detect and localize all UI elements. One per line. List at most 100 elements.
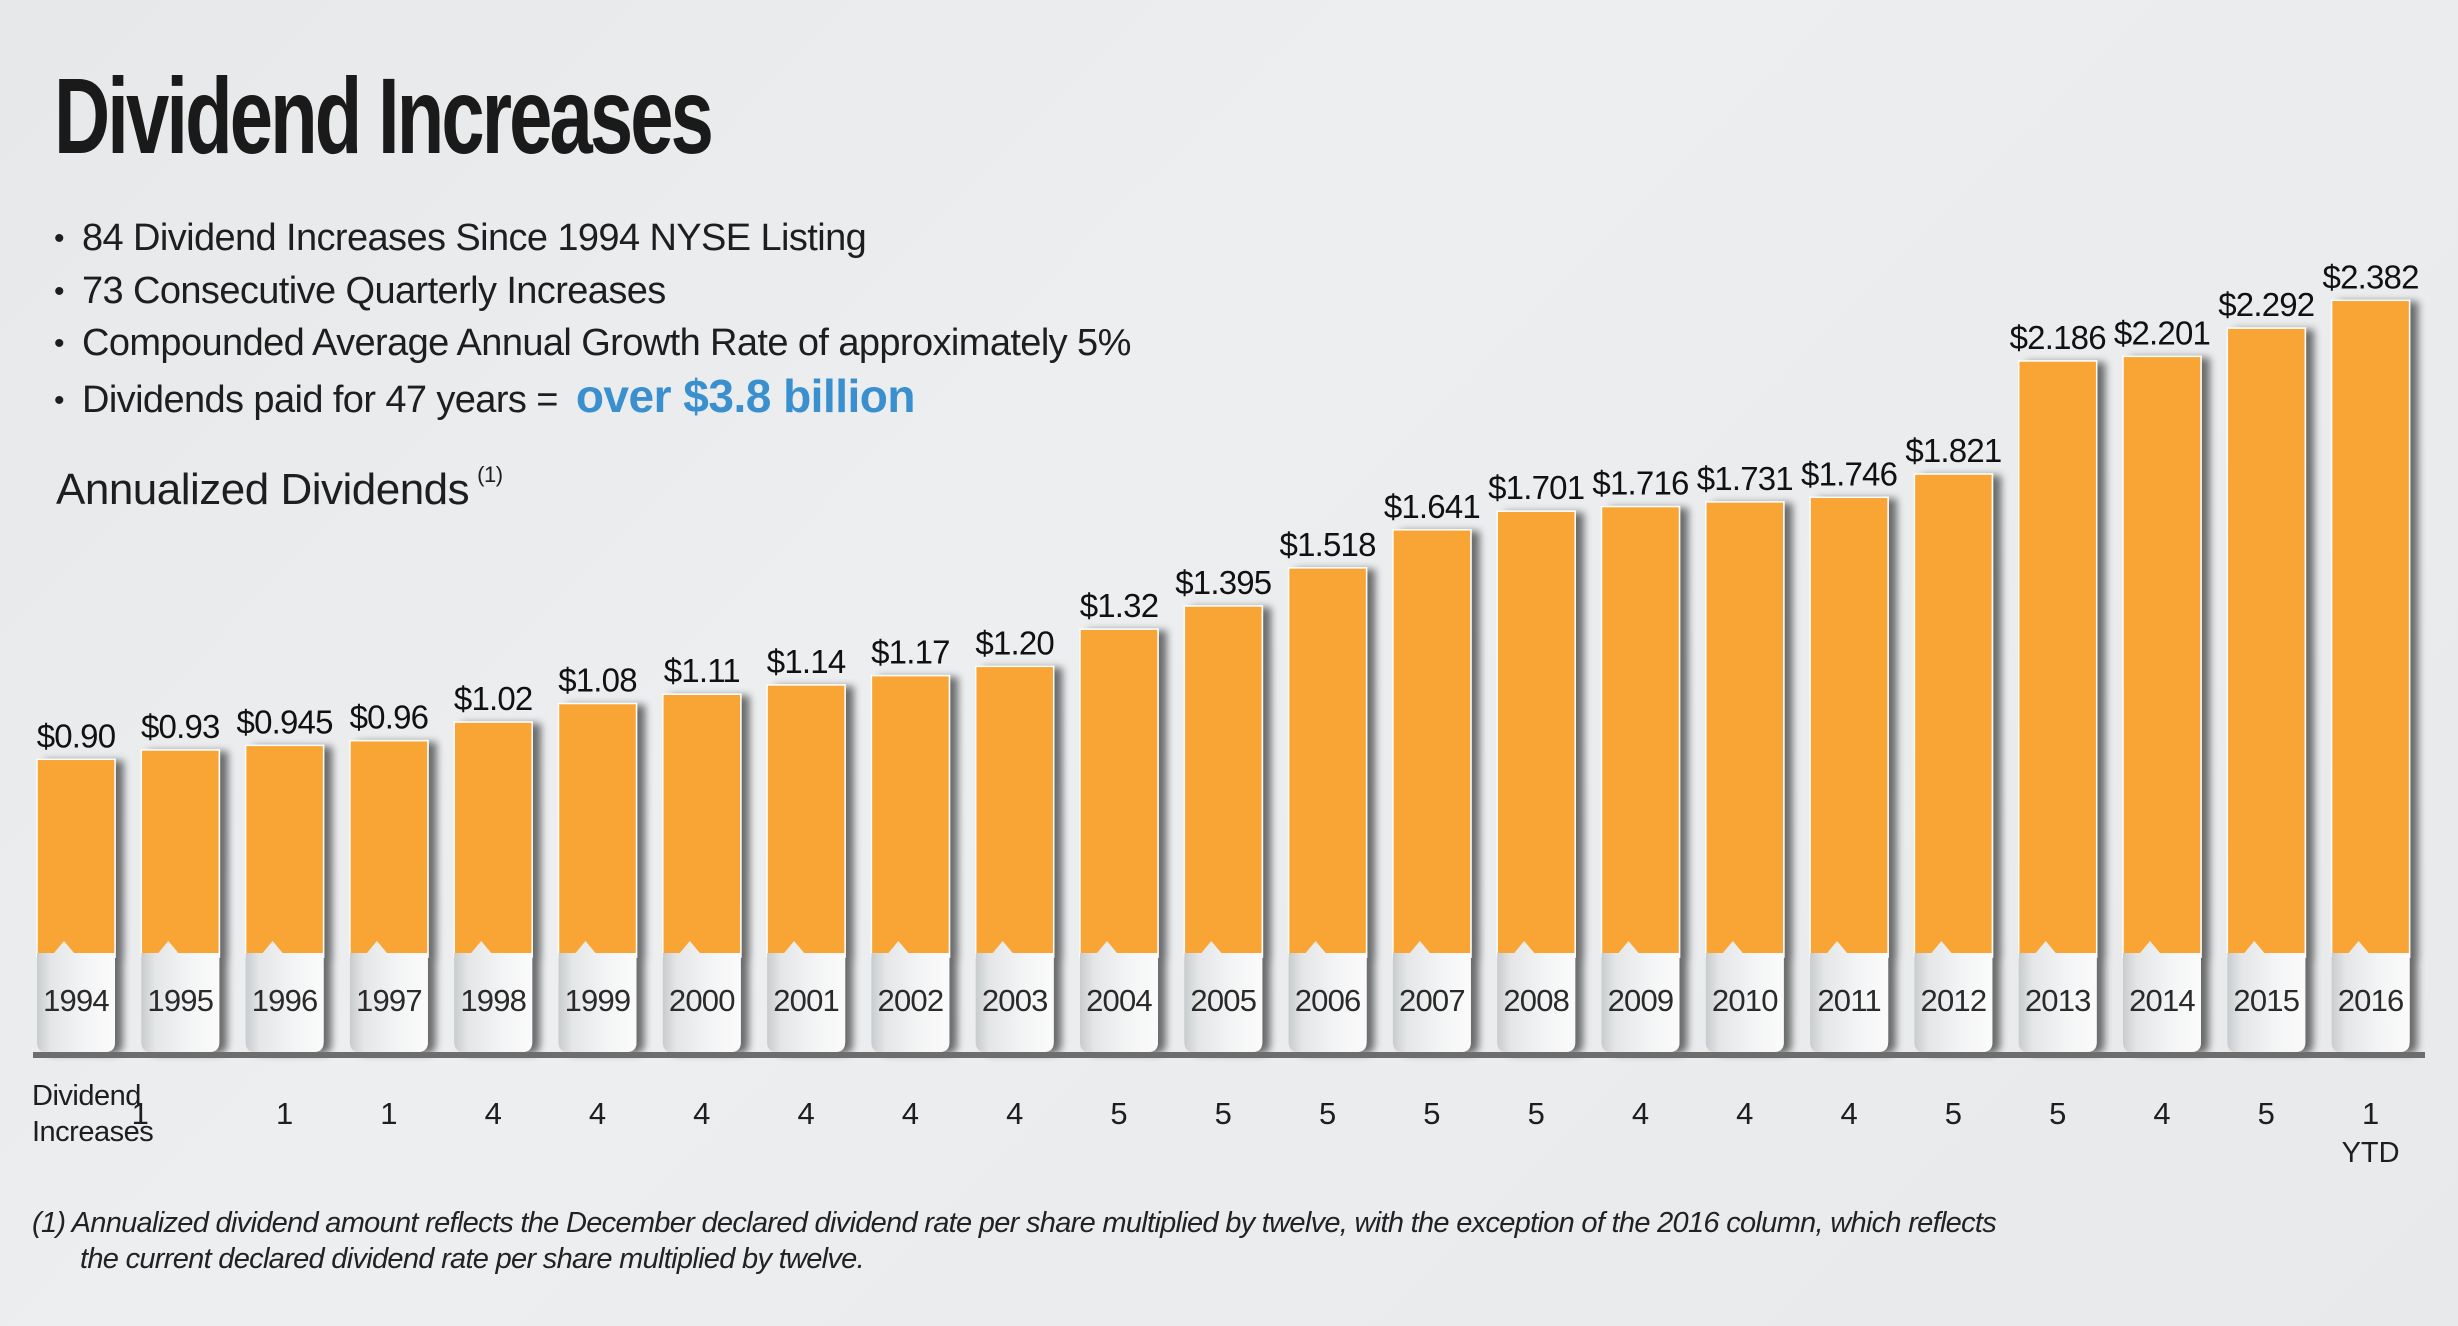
value-label: $2.186 bbox=[2010, 319, 2106, 356]
value-label: $1.11 bbox=[664, 652, 740, 689]
value-label: $1.641 bbox=[1384, 488, 1480, 525]
year-tab bbox=[245, 941, 324, 1052]
year-label: 2015 bbox=[2233, 983, 2299, 1018]
year-label: 2001 bbox=[773, 983, 839, 1018]
year-tab bbox=[141, 941, 220, 1052]
bar bbox=[244, 744, 325, 958]
bullet-icon: • bbox=[54, 327, 65, 360]
value-label: $1.716 bbox=[1592, 465, 1688, 502]
increase-count: 5 bbox=[1423, 1096, 1440, 1131]
ytd-note: YTD bbox=[2342, 1137, 2400, 1169]
bar-1994 bbox=[36, 758, 116, 1052]
year-tab bbox=[2227, 941, 2306, 1052]
bar bbox=[2017, 360, 2098, 958]
increase-count: 1 bbox=[276, 1096, 293, 1131]
bars-group bbox=[36, 299, 2411, 1052]
bar bbox=[2226, 327, 2307, 958]
year-tab bbox=[662, 941, 741, 1052]
year-label: 1998 bbox=[460, 983, 526, 1018]
increase-count: 5 bbox=[1945, 1096, 1962, 1131]
bar-2010 bbox=[1705, 501, 1785, 1052]
year-label: 2011 bbox=[1817, 983, 1880, 1018]
year-label: 2005 bbox=[1190, 983, 1256, 1018]
value-label: $0.945 bbox=[237, 703, 333, 740]
year-label: 2010 bbox=[1712, 983, 1778, 1018]
bar bbox=[1287, 567, 1368, 958]
value-label: $0.90 bbox=[37, 717, 116, 754]
value-label: $0.93 bbox=[141, 708, 220, 745]
bullet-text: Dividends paid for 47 years = bbox=[82, 378, 558, 421]
increase-count: 4 bbox=[485, 1096, 502, 1131]
year-label: 1996 bbox=[252, 983, 318, 1018]
value-label: $1.701 bbox=[1488, 469, 1584, 506]
bullet-text: Compounded Average Annual Growth Rate of… bbox=[82, 322, 1131, 364]
bar-2003 bbox=[974, 665, 1055, 1052]
footnote: (1) Annualized dividend amount reflects … bbox=[32, 1205, 1997, 1277]
year-tab bbox=[37, 941, 115, 1052]
value-label: $1.395 bbox=[1175, 564, 1271, 601]
chart-subtitle: Annualized Dividends (1) bbox=[56, 462, 503, 515]
bar-2005 bbox=[1183, 605, 1264, 1052]
bar-2001 bbox=[766, 684, 846, 1052]
bar bbox=[349, 739, 429, 958]
bar-1998 bbox=[453, 721, 533, 1052]
total-dividends-highlight: over $3.8 billion bbox=[575, 369, 916, 422]
bar bbox=[1913, 473, 1994, 958]
bar bbox=[662, 693, 742, 958]
year-tab bbox=[1184, 941, 1263, 1052]
bar-2004 bbox=[1079, 628, 1159, 1052]
bar bbox=[557, 702, 638, 958]
increase-count: 5 bbox=[2049, 1096, 2066, 1131]
year-label: 2006 bbox=[1295, 983, 1361, 1018]
year-tab bbox=[2123, 941, 2201, 1052]
bullet-text: 84 Dividend Increases Since 1994 NYSE Li… bbox=[82, 217, 867, 259]
value-label: $1.02 bbox=[454, 680, 533, 717]
bullet-item: • 73 Consecutive Quarterly Increases bbox=[54, 265, 1131, 318]
year-tab bbox=[1601, 941, 1680, 1052]
bar bbox=[766, 684, 846, 958]
year-label: 1999 bbox=[565, 983, 631, 1018]
value-label: $1.14 bbox=[767, 643, 846, 680]
value-label: $1.746 bbox=[1801, 455, 1897, 492]
bullet-item: • Compounded Average Annual Growth Rate o… bbox=[54, 317, 1131, 370]
chart-subtitle-text: Annualized Dividends bbox=[56, 465, 470, 514]
year-tab bbox=[1705, 941, 1784, 1052]
increase-count: 5 bbox=[1319, 1096, 1336, 1131]
bar bbox=[36, 758, 116, 958]
value-label: $1.821 bbox=[1905, 432, 2001, 469]
year-tab bbox=[767, 941, 846, 1052]
bar bbox=[1600, 505, 1681, 958]
bar bbox=[2122, 355, 2202, 958]
bar-2015 bbox=[2226, 327, 2307, 1052]
value-label: $1.32 bbox=[1080, 587, 1159, 624]
bar bbox=[1809, 496, 1889, 958]
increase-count: 4 bbox=[693, 1096, 710, 1131]
value-label: $2.201 bbox=[2114, 314, 2210, 351]
bullet-item: • Dividends paid for 47 years = over $3.8 … bbox=[54, 370, 1131, 423]
value-label: $1.731 bbox=[1697, 460, 1793, 497]
increase-count: 4 bbox=[1736, 1096, 1753, 1131]
year-tab bbox=[1914, 941, 1993, 1052]
year-label: 2012 bbox=[1921, 983, 1987, 1018]
increase-count: 4 bbox=[1006, 1096, 1023, 1131]
value-label: $0.96 bbox=[350, 699, 429, 736]
year-tab bbox=[349, 941, 428, 1052]
year-label: 2016 bbox=[2338, 983, 2404, 1018]
year-label: 2003 bbox=[982, 983, 1048, 1018]
year-tab bbox=[975, 941, 1054, 1052]
increase-count: 4 bbox=[797, 1096, 814, 1131]
bar bbox=[453, 721, 533, 958]
bar bbox=[974, 665, 1055, 958]
value-label: $1.17 bbox=[871, 634, 950, 671]
year-label: 1995 bbox=[147, 983, 213, 1018]
bar-1999 bbox=[557, 702, 638, 1052]
bar bbox=[1183, 605, 1264, 958]
year-tab bbox=[871, 941, 950, 1052]
bar bbox=[1079, 628, 1159, 958]
highlights-list: • 84 Dividend Increases Since 1994 NYSE L… bbox=[54, 212, 1131, 422]
dividend-increases-label: Dividend Increases bbox=[32, 1078, 154, 1150]
value-label: $1.20 bbox=[975, 624, 1054, 661]
bar-2016 bbox=[2330, 299, 2411, 1052]
value-label: $1.518 bbox=[1280, 526, 1376, 563]
